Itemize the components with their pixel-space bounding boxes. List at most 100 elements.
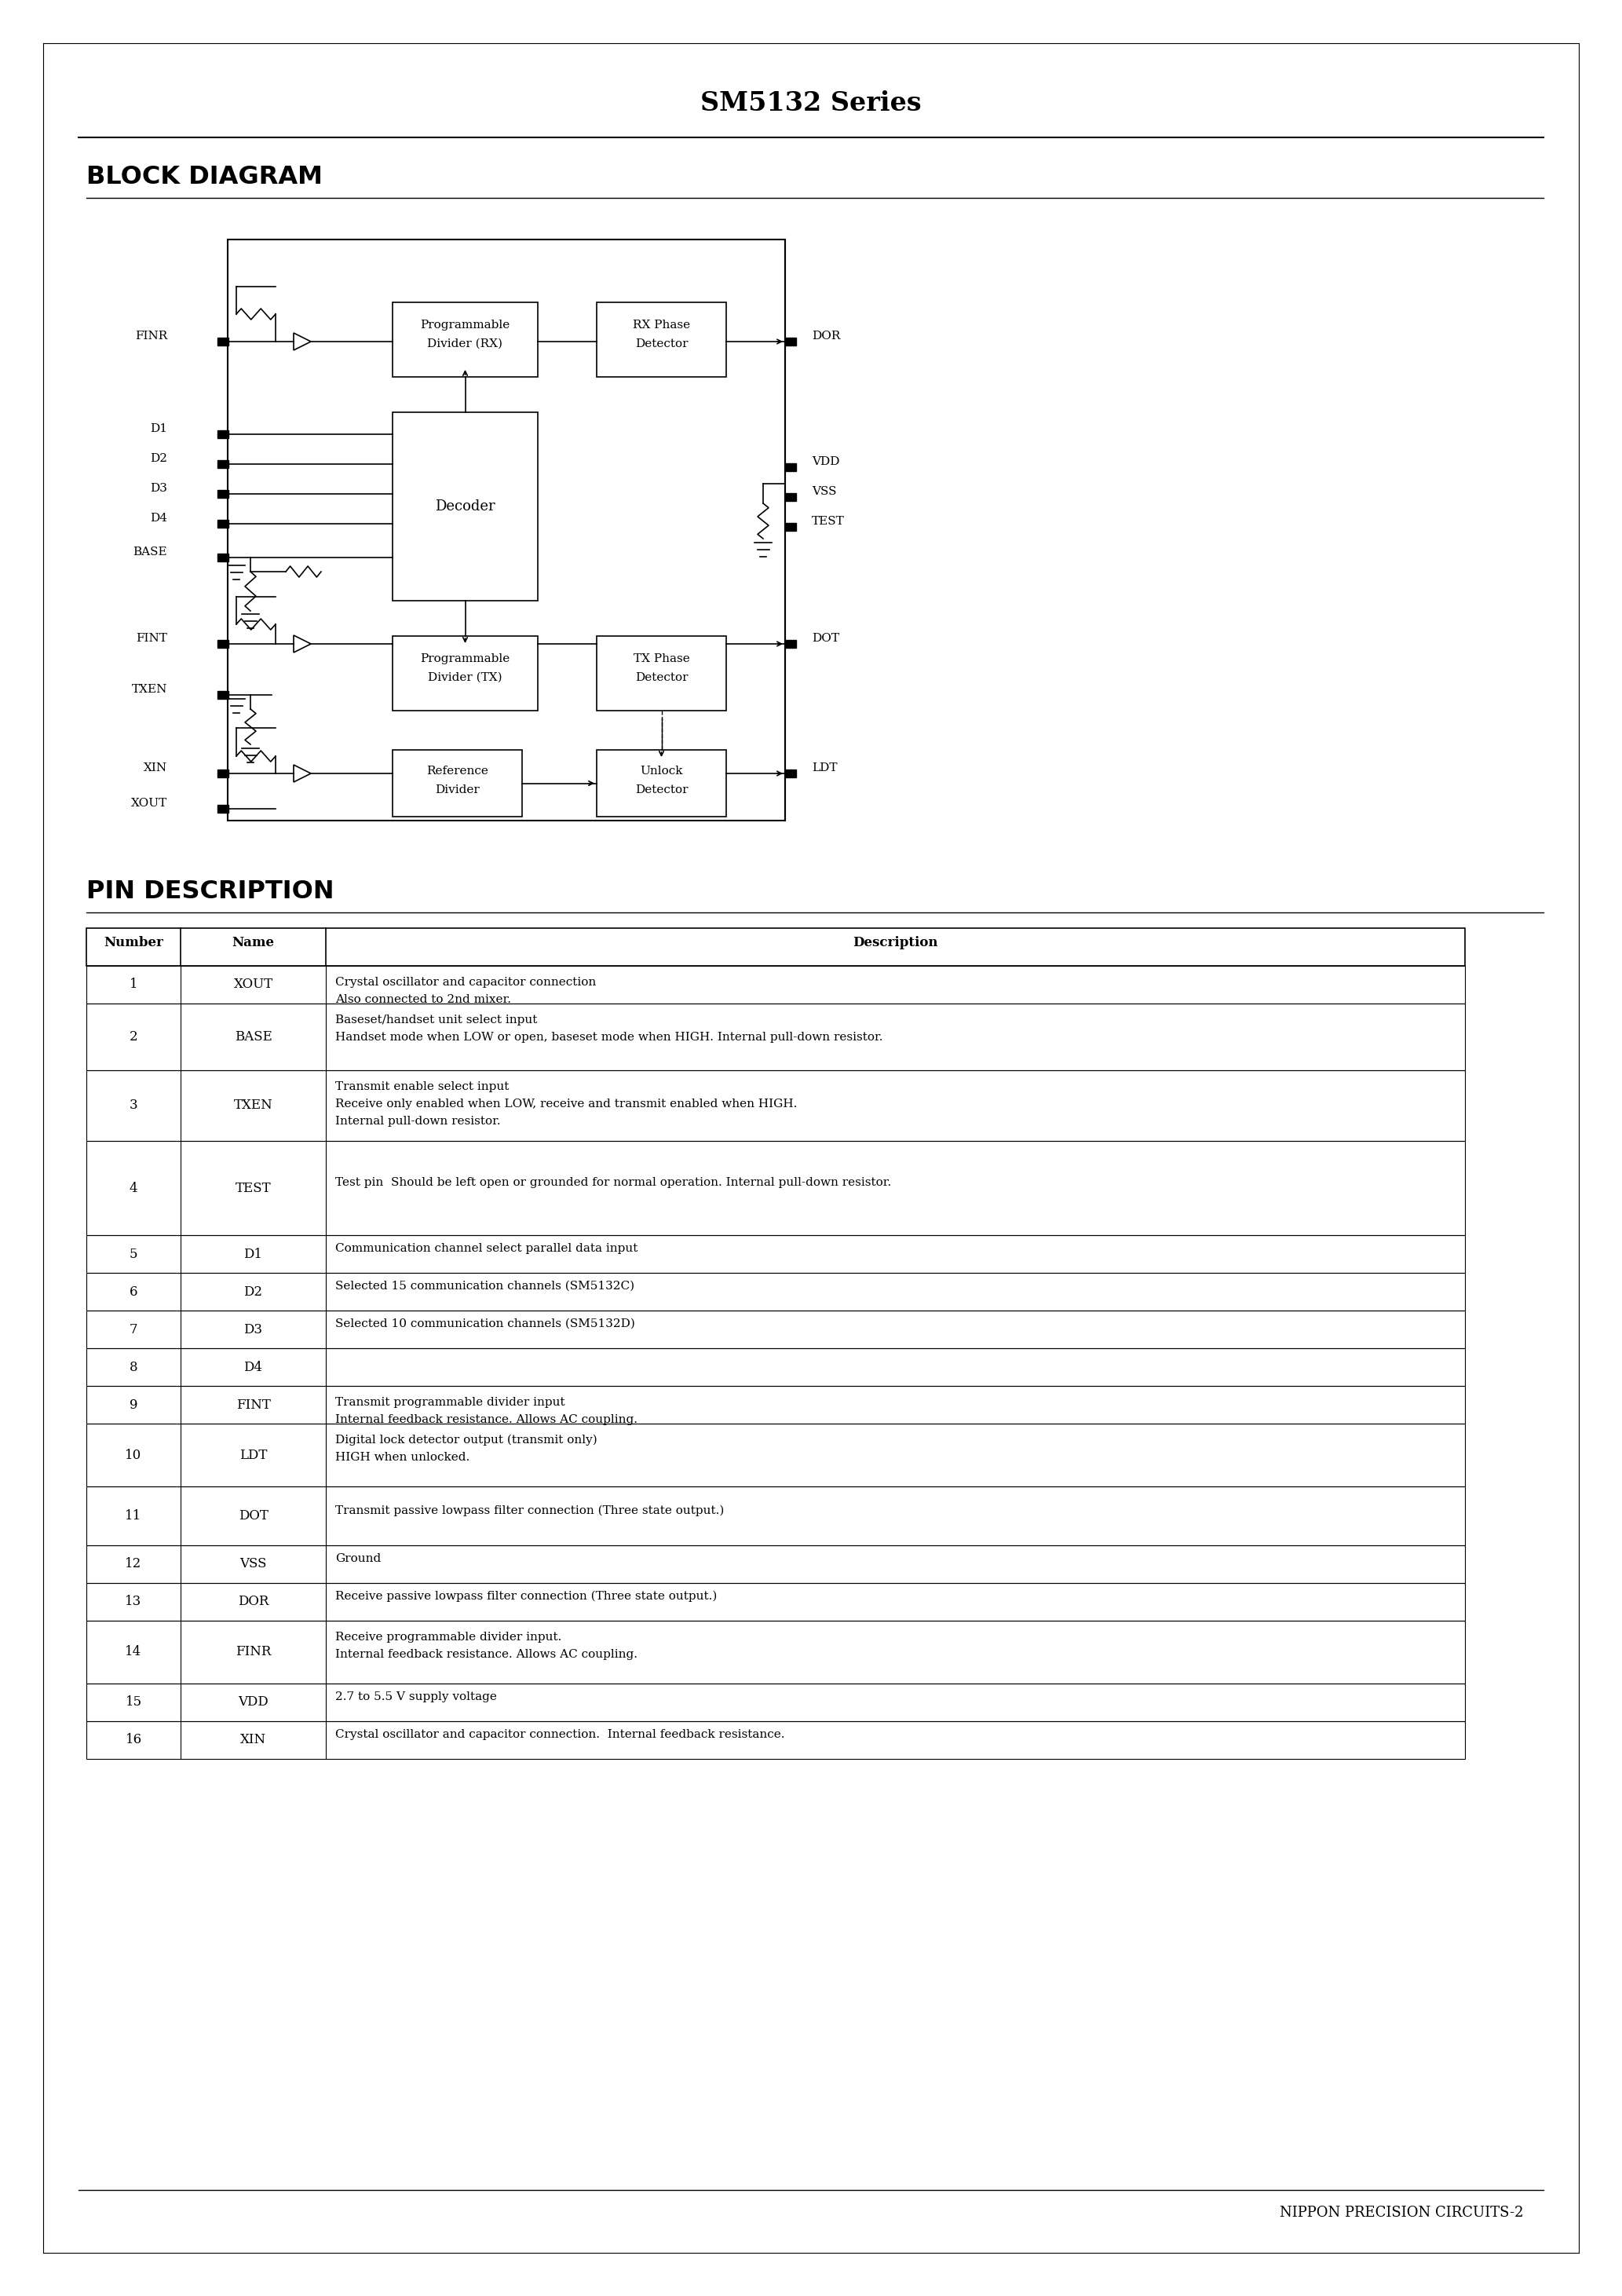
Text: VSS: VSS <box>811 487 837 496</box>
Bar <box>86 1621 1465 1683</box>
Bar <box>217 489 229 498</box>
Text: Internal feedback resistance. Allows AC coupling.: Internal feedback resistance. Allows AC … <box>336 1649 637 1660</box>
Bar <box>217 641 229 647</box>
Text: Transmit programmable divider input: Transmit programmable divider input <box>336 1396 564 1407</box>
Text: BASE: BASE <box>235 1031 272 1045</box>
Text: NIPPON PRECISION CIRCUITS-2: NIPPON PRECISION CIRCUITS-2 <box>1280 2206 1523 2220</box>
Bar <box>86 928 1465 967</box>
Bar <box>86 1235 1465 1272</box>
Text: D1: D1 <box>243 1247 263 1261</box>
Text: HIGH when unlocked.: HIGH when unlocked. <box>336 1451 470 1463</box>
Text: VDD: VDD <box>811 457 840 466</box>
Bar <box>785 494 796 501</box>
Bar <box>393 751 522 817</box>
Text: D1: D1 <box>149 422 167 434</box>
Text: Receive programmable divider input.: Receive programmable divider input. <box>336 1632 561 1642</box>
Text: Ground: Ground <box>336 1552 381 1564</box>
Bar <box>86 967 1465 1003</box>
Text: Description: Description <box>853 937 938 948</box>
Bar <box>227 239 785 820</box>
Text: 12: 12 <box>125 1557 141 1570</box>
Text: D2: D2 <box>149 452 167 464</box>
Bar <box>86 1070 1465 1141</box>
Text: SM5132 Series: SM5132 Series <box>701 90 921 117</box>
Text: Divider: Divider <box>435 785 480 794</box>
Bar <box>86 1545 1465 1582</box>
Text: 4: 4 <box>130 1182 138 1194</box>
Text: XIN: XIN <box>144 762 167 774</box>
Bar <box>217 769 229 778</box>
Text: 6: 6 <box>130 1286 138 1297</box>
Bar <box>86 1348 1465 1387</box>
Text: TXEN: TXEN <box>131 684 167 696</box>
Text: XIN: XIN <box>240 1733 266 1747</box>
Text: DOR: DOR <box>238 1596 269 1609</box>
Text: Detector: Detector <box>634 338 688 349</box>
Text: D4: D4 <box>243 1362 263 1373</box>
Bar <box>785 769 796 778</box>
Text: Internal feedback resistance. Allows AC coupling.: Internal feedback resistance. Allows AC … <box>336 1414 637 1426</box>
Text: Crystal oscillator and capacitor connection.  Internal feedback resistance.: Crystal oscillator and capacitor connect… <box>336 1729 785 1740</box>
Text: Selected 10 communication channels (SM5132D): Selected 10 communication channels (SM51… <box>336 1318 636 1329</box>
Bar <box>217 806 229 813</box>
Bar <box>217 519 229 528</box>
Text: XOUT: XOUT <box>131 797 167 808</box>
Bar <box>217 338 229 344</box>
Text: 11: 11 <box>125 1508 141 1522</box>
Text: Baseset/handset unit select input: Baseset/handset unit select input <box>336 1015 537 1026</box>
Bar <box>785 464 796 471</box>
Text: Crystal oscillator and capacitor connection: Crystal oscillator and capacitor connect… <box>336 976 595 987</box>
Bar <box>86 1141 1465 1235</box>
Text: Detector: Detector <box>634 785 688 794</box>
Bar <box>217 459 229 468</box>
Bar <box>217 691 229 698</box>
Bar <box>597 636 727 712</box>
Text: TXEN: TXEN <box>234 1100 272 1111</box>
Text: 16: 16 <box>125 1733 141 1747</box>
Text: DOT: DOT <box>238 1508 268 1522</box>
Text: 14: 14 <box>125 1646 141 1658</box>
Text: Digital lock detector output (transmit only): Digital lock detector output (transmit o… <box>336 1435 597 1446</box>
Bar <box>86 1486 1465 1545</box>
Bar <box>393 303 539 377</box>
Text: 15: 15 <box>125 1697 141 1708</box>
Text: 2: 2 <box>130 1031 138 1045</box>
Text: TX Phase: TX Phase <box>633 654 689 664</box>
Bar <box>86 1722 1465 1759</box>
Text: Test pin  Should be left open or grounded for normal operation. Internal pull-do: Test pin Should be left open or grounded… <box>336 1178 890 1187</box>
Text: TEST: TEST <box>811 517 845 526</box>
Bar <box>86 1272 1465 1311</box>
Text: Communication channel select parallel data input: Communication channel select parallel da… <box>336 1242 637 1254</box>
Bar <box>86 1387 1465 1424</box>
Text: 9: 9 <box>130 1398 138 1412</box>
Bar <box>393 413 539 602</box>
Text: BLOCK DIAGRAM: BLOCK DIAGRAM <box>86 165 323 188</box>
Bar <box>86 1311 1465 1348</box>
Text: FINT: FINT <box>235 1398 271 1412</box>
Text: Handset mode when LOW or open, baseset mode when HIGH. Internal pull-down resist: Handset mode when LOW or open, baseset m… <box>336 1031 882 1042</box>
Bar <box>86 1582 1465 1621</box>
Text: TEST: TEST <box>235 1182 271 1194</box>
Text: RX Phase: RX Phase <box>633 319 689 331</box>
Text: FINR: FINR <box>235 1646 271 1658</box>
Text: Divider (RX): Divider (RX) <box>428 338 503 349</box>
Text: Detector: Detector <box>634 673 688 684</box>
Text: 7: 7 <box>130 1322 138 1336</box>
Text: D3: D3 <box>151 482 167 494</box>
Text: Receive passive lowpass filter connection (Three state output.): Receive passive lowpass filter connectio… <box>336 1591 717 1603</box>
Bar <box>785 641 796 647</box>
Bar <box>785 523 796 530</box>
Bar <box>86 1424 1465 1486</box>
Text: 1: 1 <box>130 978 138 992</box>
Text: FINT: FINT <box>136 634 167 643</box>
Text: FINR: FINR <box>135 331 167 342</box>
Text: 5: 5 <box>130 1247 138 1261</box>
Text: D3: D3 <box>243 1322 263 1336</box>
Text: Unlock: Unlock <box>641 765 683 776</box>
Text: 2.7 to 5.5 V supply voltage: 2.7 to 5.5 V supply voltage <box>336 1692 496 1701</box>
Bar <box>597 303 727 377</box>
Text: 13: 13 <box>125 1596 141 1609</box>
Bar <box>86 1683 1465 1722</box>
Text: DOT: DOT <box>811 634 839 643</box>
Text: Programmable: Programmable <box>420 319 509 331</box>
